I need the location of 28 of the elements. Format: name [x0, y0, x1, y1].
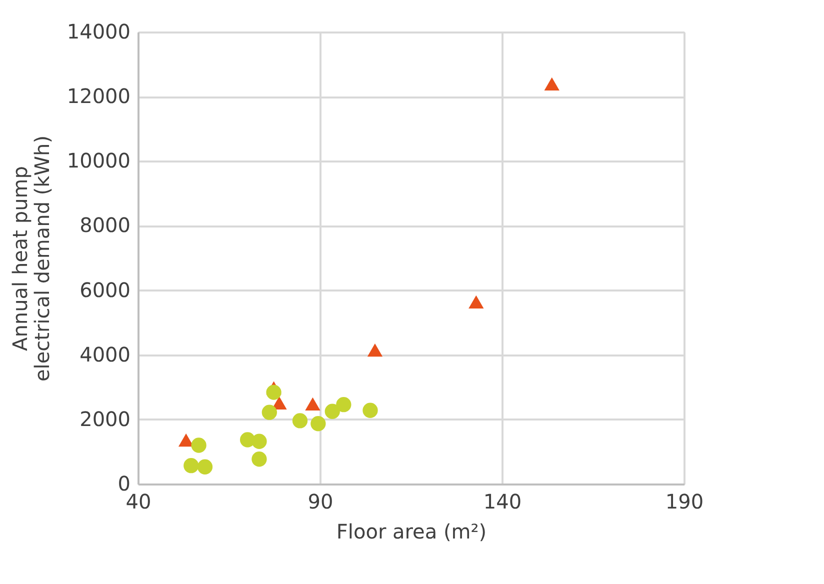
point [544, 77, 560, 91]
point [184, 458, 199, 474]
y-tick-label: 2000 [80, 406, 130, 431]
x-axis-title: Floor area (m²) [336, 520, 487, 544]
point [262, 404, 277, 420]
y-tick-label: 4000 [80, 342, 130, 366]
point [324, 404, 340, 419]
point [367, 343, 383, 357]
point [305, 397, 320, 410]
point [266, 384, 282, 400]
point [362, 402, 378, 418]
y-tick-label: 10000 [66, 148, 130, 173]
y-tick-label: 14000 [66, 20, 130, 44]
y-tick-label: 6000 [80, 278, 130, 302]
point [336, 397, 352, 412]
point [197, 459, 213, 474]
x-tick-label: 190 [665, 490, 704, 514]
point [468, 295, 484, 308]
point [252, 434, 267, 449]
x-tick-label: 140 [483, 490, 522, 514]
point [191, 438, 206, 453]
y-tick-label: 8000 [80, 213, 130, 238]
point [252, 452, 267, 467]
point [292, 413, 308, 428]
x-tick-label: 90 [308, 490, 334, 514]
y-axis-title: Annual heat pump electrical demand (kWh) [8, 135, 54, 382]
y-tick-label: 12000 [66, 84, 130, 108]
point [310, 416, 326, 432]
